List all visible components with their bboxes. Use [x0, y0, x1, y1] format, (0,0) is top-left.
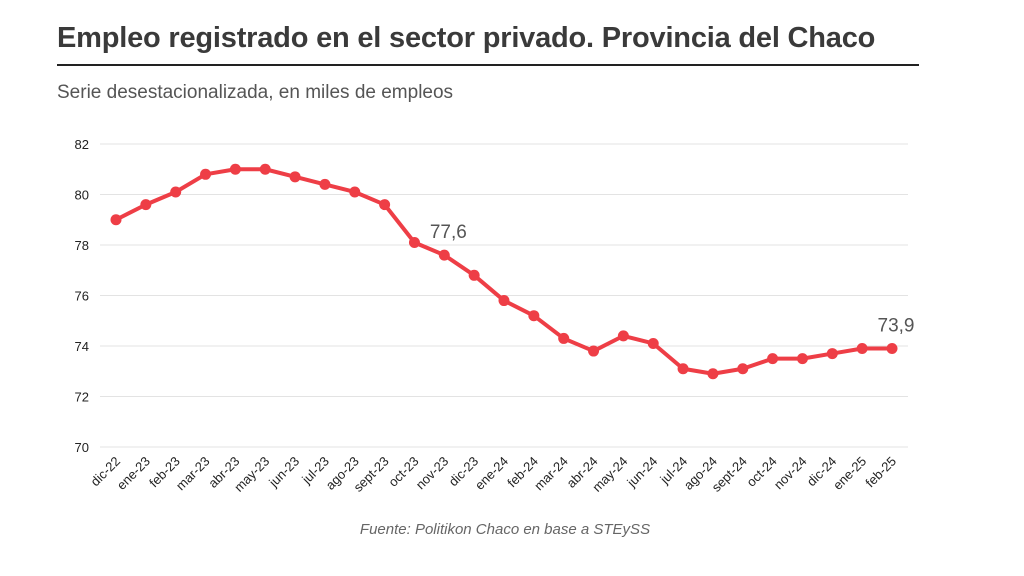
data-point: [438, 249, 450, 261]
data-point: [110, 214, 122, 226]
data-point: [826, 348, 838, 360]
chart-title: Empleo registrado en el sector privado. …: [57, 22, 876, 54]
x-tick-label: nov-23: [413, 454, 452, 493]
x-tick-label: jun-23: [265, 454, 302, 491]
data-point: [200, 168, 212, 180]
y-tick-label: 74: [75, 339, 89, 354]
data-point: [617, 330, 629, 342]
data-point: [170, 186, 182, 198]
data-point: [737, 363, 749, 375]
data-point: [647, 337, 659, 349]
data-point: [289, 171, 301, 183]
y-tick-label: 82: [75, 137, 89, 152]
data-point: [140, 199, 152, 211]
data-point: [767, 353, 779, 365]
x-tick-label: mar-23: [173, 454, 213, 494]
data-point: [677, 363, 689, 375]
data-label: 77,6: [430, 222, 467, 243]
x-tick-label: ene-25: [830, 454, 869, 493]
data-point: [319, 178, 331, 190]
data-point: [796, 353, 808, 365]
x-tick-label: mar-24: [531, 454, 571, 494]
data-point: [379, 199, 391, 211]
series-line: [114, 167, 894, 376]
data-point: [408, 236, 420, 248]
data-point: [259, 163, 271, 175]
data-point: [707, 368, 719, 380]
data-label: 73,9: [878, 316, 915, 337]
data-point: [856, 343, 868, 355]
y-tick-label: 72: [75, 390, 89, 405]
y-tick-label: 70: [75, 440, 89, 455]
data-point: [588, 345, 600, 357]
data-point: [229, 163, 241, 175]
x-tick-label: nov-24: [771, 454, 810, 493]
data-point: [886, 343, 898, 355]
source-note: Fuente: Politikon Chaco en base a STEySS: [359, 521, 651, 538]
x-tick-label: jun-24: [623, 454, 660, 491]
title-underline: [57, 64, 919, 66]
y-tick-label: 80: [75, 188, 89, 203]
chart-subtitle: Serie desestacionalizada, en miles de em…: [57, 82, 454, 103]
x-tick-label: ene-24: [472, 454, 511, 493]
data-point: [498, 295, 510, 307]
x-tick-label: ene-23: [114, 454, 153, 493]
data-point: [558, 332, 570, 344]
y-tick-label: 78: [75, 238, 89, 253]
x-tick-label: feb-25: [862, 454, 899, 491]
y-tick-label: 76: [75, 289, 89, 304]
data-point: [349, 186, 361, 198]
data-point: [528, 310, 540, 322]
data-point: [468, 269, 480, 281]
